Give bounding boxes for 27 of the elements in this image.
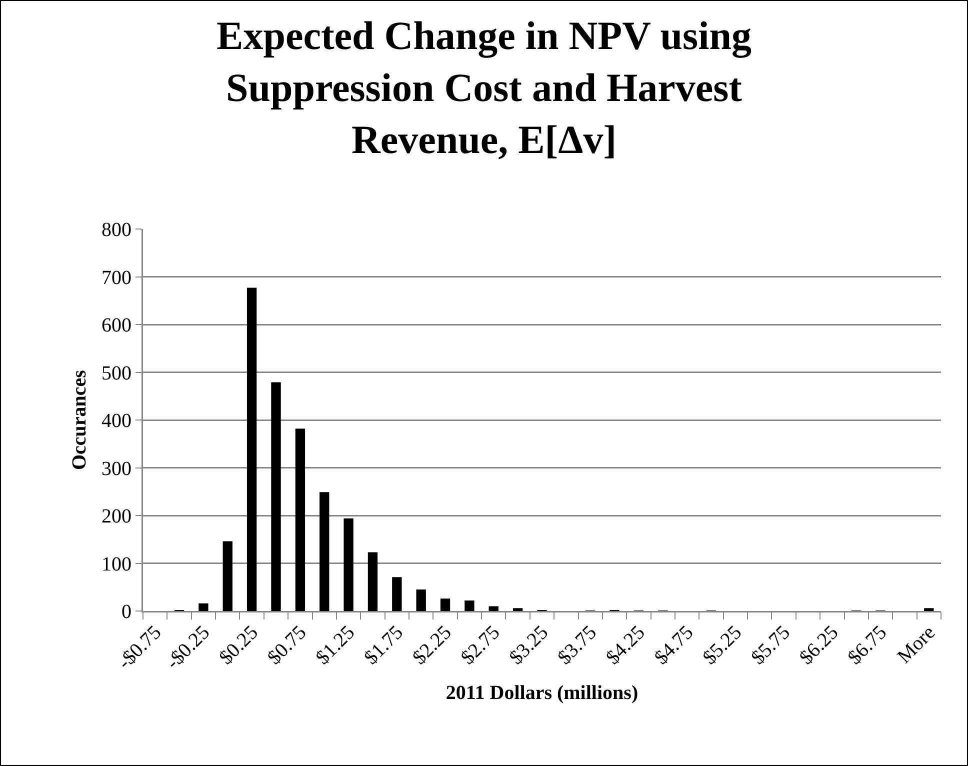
bar — [198, 603, 208, 611]
bar — [246, 288, 257, 611]
bar — [392, 577, 402, 611]
bar — [222, 541, 232, 611]
y-tick-label: 0 — [122, 601, 132, 623]
y-tick-label: 300 — [102, 458, 132, 480]
y-tick-label: 800 — [102, 219, 132, 241]
bar — [295, 428, 306, 611]
x-axis-title: 2011 Dollars (millions) — [446, 682, 638, 704]
bar — [440, 598, 450, 611]
y-tick-label: 200 — [102, 506, 132, 528]
bar — [320, 492, 330, 611]
y-tick-label: 100 — [102, 553, 132, 576]
y-axis-title: Occurances — [68, 370, 90, 470]
bar — [464, 600, 474, 611]
bar — [512, 608, 523, 611]
bar — [271, 382, 281, 611]
y-tick-label: 600 — [102, 314, 132, 336]
bar — [344, 518, 354, 611]
y-tick-label: 400 — [102, 410, 132, 432]
y-tick-label: 500 — [102, 362, 132, 384]
bar — [924, 608, 934, 611]
chart-title: Expected Change in NPV using Suppression Cost and Harvest Revenue, E[Δv] — [216, 13, 752, 162]
bar — [488, 606, 498, 611]
bar — [416, 590, 426, 611]
bar — [368, 552, 378, 611]
y-tick-label: 700 — [102, 266, 132, 289]
